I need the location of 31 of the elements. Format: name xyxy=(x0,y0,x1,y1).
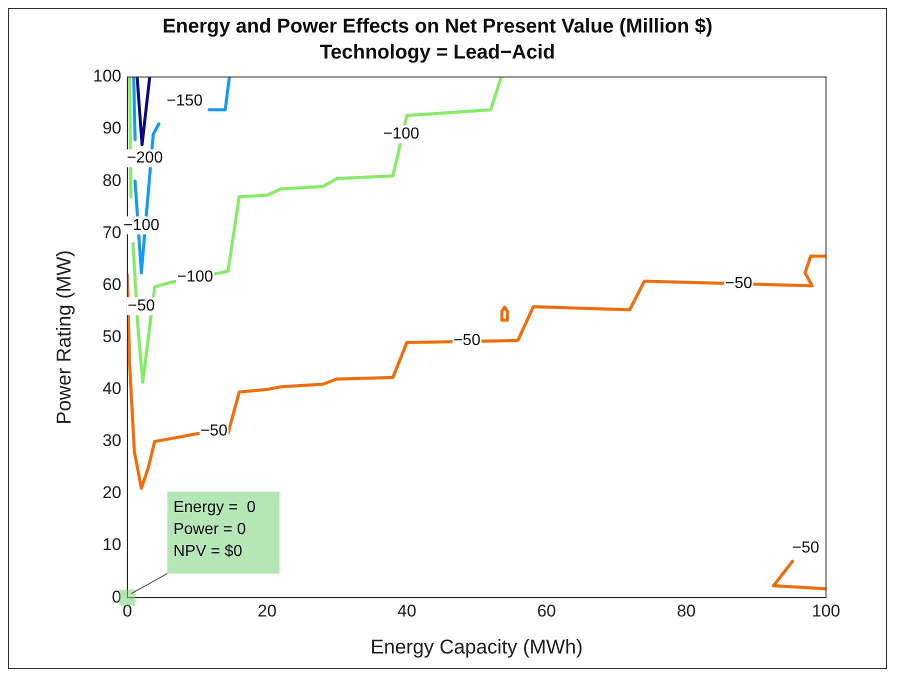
x-tick-label: 20 xyxy=(258,601,277,620)
annotation: −50 xyxy=(200,422,228,440)
annotation: −100 xyxy=(383,126,420,143)
y-axis-title: Power Rating (MW) xyxy=(54,250,76,425)
x-axis-title: Energy Capacity (MWh) xyxy=(370,636,583,659)
annotation: −100 xyxy=(177,268,214,286)
annotation: Energy = 0 Power = 0 NPV = $0 xyxy=(173,499,256,560)
y-tick-label: 40 xyxy=(102,379,122,398)
x-tick-label: 100 xyxy=(812,601,840,620)
x-tick-label: 60 xyxy=(537,601,556,620)
y-tick-label: 70 xyxy=(102,222,122,242)
chart-title: Energy and Power Effects on Net Present Value (Million $) xyxy=(162,16,713,38)
x-tick-label: 40 xyxy=(397,601,416,620)
annotation: −150 xyxy=(166,92,203,110)
y-tick-label: 80 xyxy=(102,170,122,190)
x-tick-label: 80 xyxy=(676,601,696,620)
y-tick-label: 30 xyxy=(102,431,122,450)
y-tick-label: 90 xyxy=(102,118,122,138)
annotation: −50 xyxy=(453,332,481,349)
annotation: −50 xyxy=(792,540,820,557)
annotation: −200 xyxy=(126,150,163,167)
annotation: −50 xyxy=(725,275,752,292)
annotation: −100 xyxy=(123,216,160,234)
y-tick-label: 100 xyxy=(92,66,122,86)
annotation: −50 xyxy=(128,297,156,314)
chart-subtitle: Technology = Lead−Acid xyxy=(320,42,556,64)
y-tick-label: 0 xyxy=(112,587,122,606)
y-tick-label: 50 xyxy=(102,326,122,346)
y-tick-label: 60 xyxy=(102,274,122,294)
y-tick-label: 20 xyxy=(102,483,122,502)
y-tick-label: 10 xyxy=(102,535,122,554)
